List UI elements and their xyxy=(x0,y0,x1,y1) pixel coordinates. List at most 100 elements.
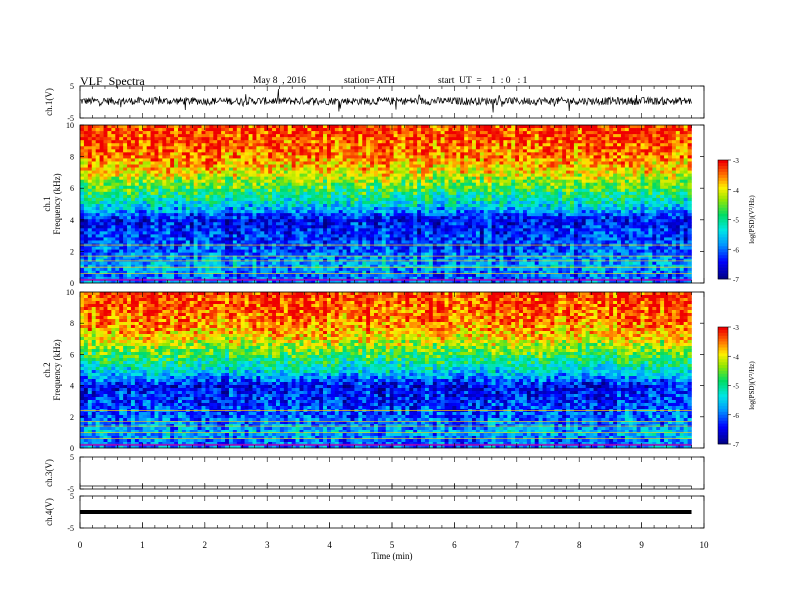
ch1-spec-cell xyxy=(632,185,637,190)
ch1-spec-cell xyxy=(440,164,445,168)
ch1-spec-cell xyxy=(291,191,296,196)
ch1-spec-cell xyxy=(664,140,669,144)
ch1-spec-cell xyxy=(138,216,144,220)
ch1-spec-cell xyxy=(115,152,120,156)
ch1-spec-cell xyxy=(507,143,512,147)
ch1-spec-cell xyxy=(150,219,155,223)
ch1-spec-cell xyxy=(507,146,512,150)
ch1-spec-cell xyxy=(475,137,481,141)
ch1-spec-cell xyxy=(377,131,383,135)
ch1-spec-cell xyxy=(138,207,144,211)
ch1-spec-cell xyxy=(115,149,120,153)
ch1-spec-cell xyxy=(597,158,602,162)
ch1-spec-cell xyxy=(95,173,100,177)
ch1-spec-cell xyxy=(178,140,183,144)
ch1-spec-cell xyxy=(213,137,218,141)
ch1-spec-cell xyxy=(648,213,653,217)
ch1-spec-cell xyxy=(319,161,324,165)
ch1-spec-cell xyxy=(652,200,657,205)
ch1-spec-cell xyxy=(201,131,206,135)
ch1-spec-cell xyxy=(671,161,677,165)
ch1-spec-cell xyxy=(323,200,328,205)
ch1-spec-cell xyxy=(601,191,606,196)
ch1-spec-cell xyxy=(554,164,559,168)
ch1-spec-cell xyxy=(134,179,140,184)
ch1-spec-cell xyxy=(562,140,567,144)
ch1-spec-cell xyxy=(236,216,242,220)
ch1-spec-cell xyxy=(483,185,488,190)
ch1-spec-cell xyxy=(511,149,516,153)
ch1-spec-cell xyxy=(334,167,340,171)
ch1-spec-cell xyxy=(605,188,610,193)
ch1-spec-cell xyxy=(675,176,681,180)
ch1-spec-cell xyxy=(178,146,183,150)
ch1-spec-cell xyxy=(393,194,398,199)
ch1-spec-cell xyxy=(401,182,406,187)
ch1-spec-cell xyxy=(311,179,316,184)
ch1-spec-cell xyxy=(487,194,492,199)
ch1-spec-cell xyxy=(632,200,637,205)
ch1-spec-cell xyxy=(205,216,210,220)
ch1-spec-cell xyxy=(127,149,132,153)
ch1-spec-cell xyxy=(99,179,104,184)
ch1-spec-cell xyxy=(432,170,438,174)
ch1-spec-cell xyxy=(213,176,218,180)
ch1-spec-cell xyxy=(640,125,645,129)
ch1-spec-cell xyxy=(374,134,379,138)
ch1-spec-cell xyxy=(193,152,198,156)
ch1-spec-cell xyxy=(632,125,637,129)
ch1-spec-cell xyxy=(323,143,328,147)
ch1-spec-cell xyxy=(640,164,645,168)
ch1-spec-cell xyxy=(389,134,394,138)
ch1-spec-cell xyxy=(138,213,144,217)
ch1-spec-cell xyxy=(507,207,512,211)
ch1-spec-cell xyxy=(181,140,187,144)
ch1-spec-cell xyxy=(405,167,410,171)
ch1-spec-cell xyxy=(554,131,559,135)
ch1-spec-cell xyxy=(432,176,438,180)
ch1-spec-cell xyxy=(566,161,571,165)
ch1-spec-cell xyxy=(456,185,461,190)
ch1-spec-cell xyxy=(671,197,677,202)
ch1-spec-cell xyxy=(562,185,567,190)
ch1-spec-cell xyxy=(511,191,516,196)
ch1-spec-cell xyxy=(358,137,363,141)
ch1-spec-cell xyxy=(99,164,104,168)
ch1-spec-cell xyxy=(648,194,653,199)
ch1-spec-cell xyxy=(526,128,532,132)
ch1-spec-cell xyxy=(248,140,253,144)
ch1-spec-cell xyxy=(389,158,394,162)
ch1-spec-cell xyxy=(487,161,492,165)
ch1-spec-cell xyxy=(679,137,684,141)
ch1-spec-cell xyxy=(656,128,661,132)
ch1-spec-cell xyxy=(201,137,206,141)
ch1-spec-cell xyxy=(142,131,147,135)
ch1-spec-cell xyxy=(236,182,242,187)
ch1-spec-cell xyxy=(291,140,296,144)
ch1-spec-cell xyxy=(628,213,634,217)
ch1-spec-cell xyxy=(573,216,579,220)
ch1-spec-cell xyxy=(617,158,622,162)
ch1-spec-cell xyxy=(538,155,543,159)
ch1-spec-cell xyxy=(554,140,559,144)
ch1-spec-cell xyxy=(138,137,144,141)
ch1-spec-cell xyxy=(326,204,332,208)
ch1-spec-cell xyxy=(632,194,637,199)
ch1-spec-cell xyxy=(83,164,89,168)
ch1-spec-cell xyxy=(381,204,387,208)
ch1-spec-cell xyxy=(193,128,198,132)
ch1-spec-cell xyxy=(542,140,547,144)
ch1-spec-cell xyxy=(624,210,630,214)
ch1-spec-cell xyxy=(656,210,661,214)
ch1-spec-cell xyxy=(213,204,218,208)
ch1-spec-cell xyxy=(401,164,406,168)
ch1-spec-cell xyxy=(370,191,375,196)
ch1-spec-cell xyxy=(499,200,504,205)
ch1-spec-cell xyxy=(675,170,681,174)
ch1-spec-cell xyxy=(448,149,453,153)
ch1-spec-cell xyxy=(366,213,371,217)
ch1-spec-cell xyxy=(421,125,426,129)
ch1-spec-cell xyxy=(279,188,285,193)
ch1-spec-cell xyxy=(99,158,104,162)
ch1-spec-cell xyxy=(519,137,524,141)
